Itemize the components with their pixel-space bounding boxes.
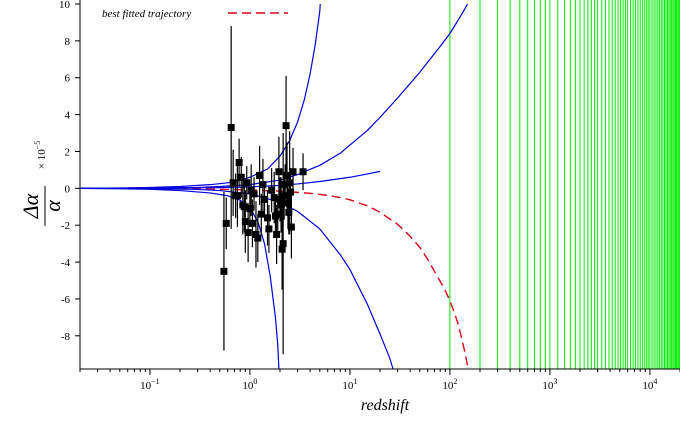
data-point (261, 195, 269, 203)
data-point (264, 214, 272, 222)
y-tick-label: 4 (65, 110, 71, 122)
x-tick-label: 101 (342, 377, 357, 392)
y-tick-label: -2 (61, 220, 70, 232)
y-tick-label: -6 (61, 294, 71, 306)
data-point (287, 188, 295, 196)
model-curve (80, 3, 321, 189)
data-point (279, 240, 287, 248)
data-point (274, 210, 282, 218)
data-point (256, 171, 264, 179)
data-point (275, 168, 283, 176)
y-axis-title-denominator: α (40, 200, 65, 212)
data-point (286, 179, 294, 187)
data-point (282, 122, 290, 130)
data-point (284, 199, 292, 207)
x-tick-label: 100 (242, 377, 257, 392)
data-point (222, 219, 230, 227)
data-point (283, 171, 291, 179)
data-point (270, 194, 278, 202)
y-tick-label: 2 (65, 146, 71, 158)
data-point (243, 179, 251, 187)
y-tick-label: 0 (65, 183, 71, 195)
data-point (250, 190, 258, 198)
data-point (276, 195, 284, 203)
best-fit-trajectory-line (80, 187, 469, 366)
data-point (281, 181, 289, 189)
data-point (257, 210, 265, 218)
legend: best fitted trajectory (102, 8, 288, 20)
y-tick-label: 10 (59, 0, 71, 11)
data-point (299, 168, 307, 176)
data-point (277, 201, 285, 209)
axes-layer (79, 0, 680, 370)
data-point (248, 219, 256, 227)
y-axis-scale-exponent: −5 (33, 141, 42, 150)
data-point (259, 181, 267, 189)
data-point (247, 186, 255, 194)
x-tick-label: 102 (442, 377, 457, 392)
data-point (246, 205, 254, 213)
data-point (278, 245, 286, 253)
data-point (240, 203, 248, 211)
data-point (265, 225, 273, 233)
data-point (252, 230, 260, 238)
data-point (280, 192, 288, 200)
data-point (268, 186, 276, 194)
y-tick-label: 6 (65, 73, 71, 85)
legend-label: best fitted trajectory (102, 8, 191, 20)
model-curve (80, 3, 469, 189)
data-point (289, 168, 297, 176)
model-curve (80, 187, 394, 369)
y-tick-label: -8 (61, 331, 71, 343)
y-axis-title: Δα α × 10−5 (18, 141, 65, 226)
y-axis-title-numerator: Δα (18, 193, 43, 219)
data-point (244, 229, 252, 237)
y-tick-label: 8 (65, 36, 71, 48)
data-point (241, 218, 249, 226)
data-point (237, 173, 245, 181)
ticks-layer: -8 -6 -4 -2 0 2 4 6 8 10 10−1 100 101 102 103 104 (59, 0, 680, 392)
data-point (254, 234, 262, 242)
data-point (235, 159, 243, 167)
data-points-layer (220, 26, 307, 355)
x-tick-label: 104 (642, 377, 657, 392)
x-axis-title: redshift (361, 397, 410, 414)
data-point (273, 230, 281, 238)
data-point (220, 267, 228, 275)
data-point (227, 124, 235, 132)
y-axis-scale-prefix: × 10−5 (33, 141, 48, 169)
x-tick-label: 10−1 (140, 377, 160, 392)
x-tick-label: 103 (542, 377, 557, 392)
vertical-lines-layer (449, 0, 680, 369)
model-curve (80, 187, 280, 369)
y-tick-label: -4 (61, 257, 71, 269)
data-point (285, 208, 293, 216)
y-axis-scale-base: × 10 (36, 149, 48, 169)
data-point (287, 223, 295, 231)
data-point (229, 179, 237, 187)
data-point (233, 192, 241, 200)
